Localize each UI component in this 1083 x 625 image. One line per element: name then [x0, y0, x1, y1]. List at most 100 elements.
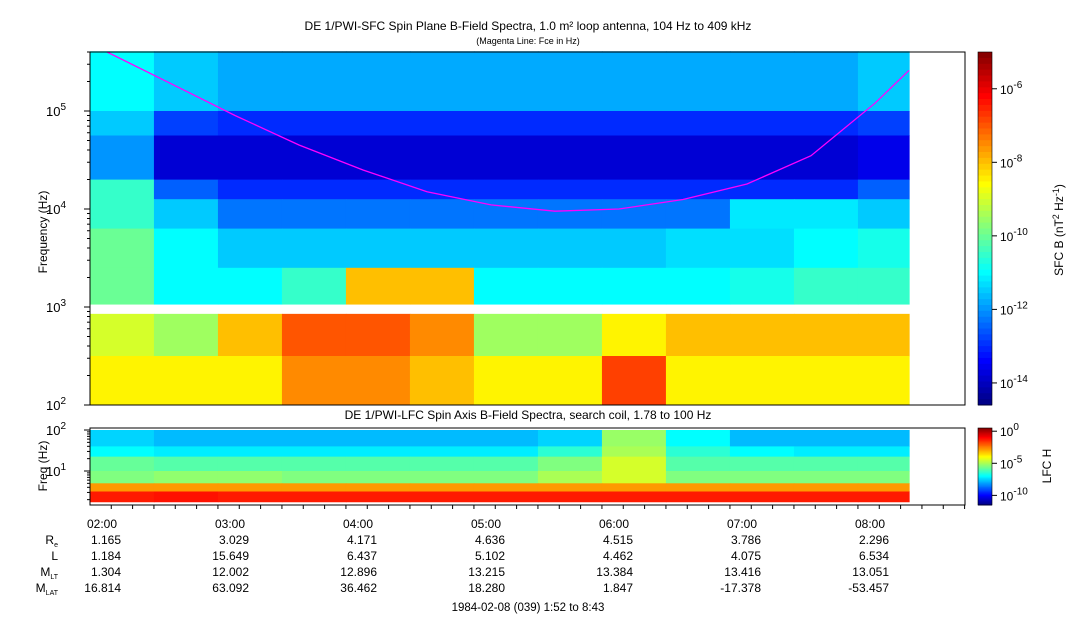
sfc-title: DE 1/PWI-SFC Spin Plane B-Field Spectra,…	[305, 19, 752, 33]
heatmap-cell	[601, 471, 667, 484]
heatmap-cell	[601, 491, 667, 503]
heatmap-cell	[345, 228, 411, 269]
heatmap-cell	[217, 456, 283, 472]
heatmap-cell	[793, 111, 859, 136]
colorbar-segment	[978, 483, 992, 485]
colorbar-segment	[978, 479, 992, 482]
heatmap-cell	[857, 135, 910, 181]
heatmap-cell	[537, 483, 603, 492]
heatmap-cell	[665, 199, 731, 230]
heatmap-cell	[89, 446, 155, 458]
colorbar-segment	[978, 457, 992, 460]
x-tick-label: 04:00	[343, 517, 373, 531]
colorbar-segment	[978, 463, 992, 466]
heatmap-cell	[473, 430, 539, 447]
y-tick-exponent: 1	[60, 462, 66, 473]
colorbar-segment	[978, 104, 992, 112]
y-tick-exponent: 2	[60, 396, 66, 407]
colorbar-segment	[978, 490, 992, 493]
x-tick-label: 07:00	[727, 517, 757, 531]
colorbar-tick-label: 10-10	[1000, 486, 1028, 503]
sfc-plot-frame	[89, 51, 966, 406]
x-tick-label: 08:00	[855, 517, 885, 531]
colorbar-segment	[978, 352, 992, 359]
colorbar-segment	[978, 328, 992, 335]
heatmap-cell	[409, 356, 475, 406]
colorbar-segment	[978, 157, 992, 165]
heatmap-cell	[601, 456, 667, 472]
colorbar-segment	[978, 87, 992, 94]
heatmap-cell	[281, 483, 347, 492]
ephemeris-value: 12.896	[340, 565, 377, 579]
colorbar-segment	[978, 110, 992, 118]
colorbar-segment	[978, 222, 992, 229]
colorbar-segment	[978, 57, 992, 65]
heatmap-cell	[537, 446, 603, 458]
colorbar-segment	[978, 304, 992, 312]
heatmap-cell	[89, 471, 155, 484]
colorbar-segment	[978, 134, 992, 141]
colorbar-segment	[978, 234, 992, 241]
colorbar-segment	[978, 116, 992, 124]
heatmap-cell	[473, 111, 539, 136]
colorbar-segment	[978, 216, 992, 224]
heatmap-cell	[473, 446, 539, 458]
heatmap-cell	[729, 111, 795, 136]
colorbar-tick-label: 10-14	[1000, 374, 1028, 391]
heatmap-cell	[473, 491, 539, 503]
ephemeris-value: 4.462	[603, 549, 633, 563]
y-tick-exponent: 4	[60, 200, 66, 211]
ephemeris-value: -53.457	[848, 581, 889, 595]
lfc-title: DE 1/PWI-LFC Spin Axis B-Field Spectra, …	[345, 408, 712, 422]
time-footer: 1984-02-08 (039) 1:52 to 8:43	[452, 602, 605, 614]
heatmap-cell	[665, 471, 731, 484]
ephemeris-value: 13.384	[596, 565, 633, 579]
colorbar-segment	[978, 448, 992, 451]
ephemeris-value: 4.515	[603, 533, 633, 547]
heatmap-cell	[217, 228, 283, 269]
heatmap-cell	[857, 446, 910, 458]
heatmap-cell	[665, 135, 731, 181]
heatmap-cell	[537, 456, 603, 472]
heatmap-cell	[537, 199, 603, 230]
heatmap-cell	[857, 456, 910, 472]
heatmap-cell	[793, 483, 859, 492]
heatmap-cell	[601, 483, 667, 492]
colorbar-segment	[978, 399, 992, 406]
heatmap-cell	[857, 199, 910, 230]
x-tick-label: 03:00	[215, 517, 245, 531]
ephemeris-value: 15.649	[212, 549, 249, 563]
colorbar-segment	[978, 69, 992, 77]
heatmap-cell	[665, 456, 731, 472]
heatmap-cell	[281, 51, 347, 112]
x-tick-label: 02:00	[87, 517, 117, 531]
heatmap-cell	[281, 313, 347, 357]
heatmap-cell	[601, 446, 667, 458]
colorbar-segment	[978, 433, 992, 435]
colorbar-segment	[978, 293, 992, 300]
heatmap-cell	[281, 456, 347, 472]
ephemeris-value: 3.029	[219, 533, 249, 547]
colorbar-segment	[978, 428, 992, 430]
colorbar-segment	[978, 465, 992, 467]
heatmap-cell	[473, 313, 539, 357]
heatmap-cell	[729, 51, 795, 112]
colorbar-segment	[978, 152, 992, 159]
colorbar-segment	[978, 434, 992, 437]
colorbar-segment	[978, 470, 992, 473]
ephemeris-row-label-subscript: LAT	[46, 590, 59, 597]
heatmap-cell	[537, 267, 603, 305]
heatmap-cell	[537, 491, 603, 503]
heatmap-cell	[857, 111, 910, 136]
colorbar-segment	[978, 175, 992, 182]
colorbar-frame	[977, 427, 993, 506]
colorbar-segment	[978, 187, 992, 194]
heatmap-cell	[601, 51, 667, 112]
heatmap-cell	[153, 471, 219, 484]
colorbar-segment	[978, 210, 992, 218]
heatmap-cell	[793, 471, 859, 484]
heatmap-cell	[665, 483, 731, 492]
heatmap-cell	[601, 135, 667, 181]
colorbar-segment	[978, 140, 992, 147]
